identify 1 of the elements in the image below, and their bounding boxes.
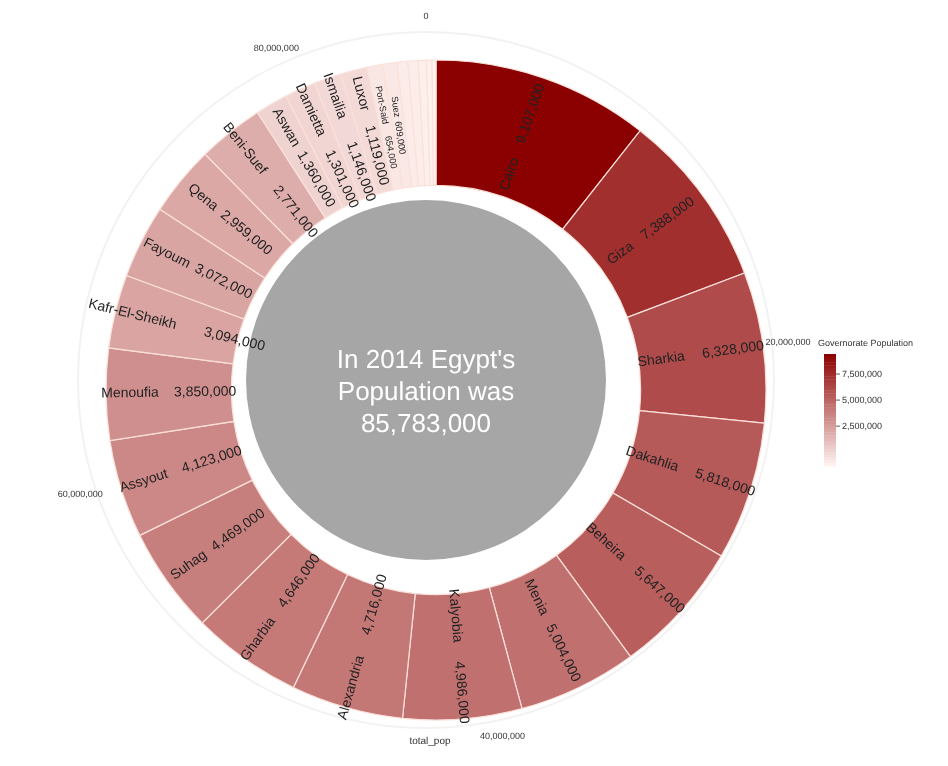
text: In 2014 Egypt's Population was 85,783,000 <box>334 344 518 440</box>
